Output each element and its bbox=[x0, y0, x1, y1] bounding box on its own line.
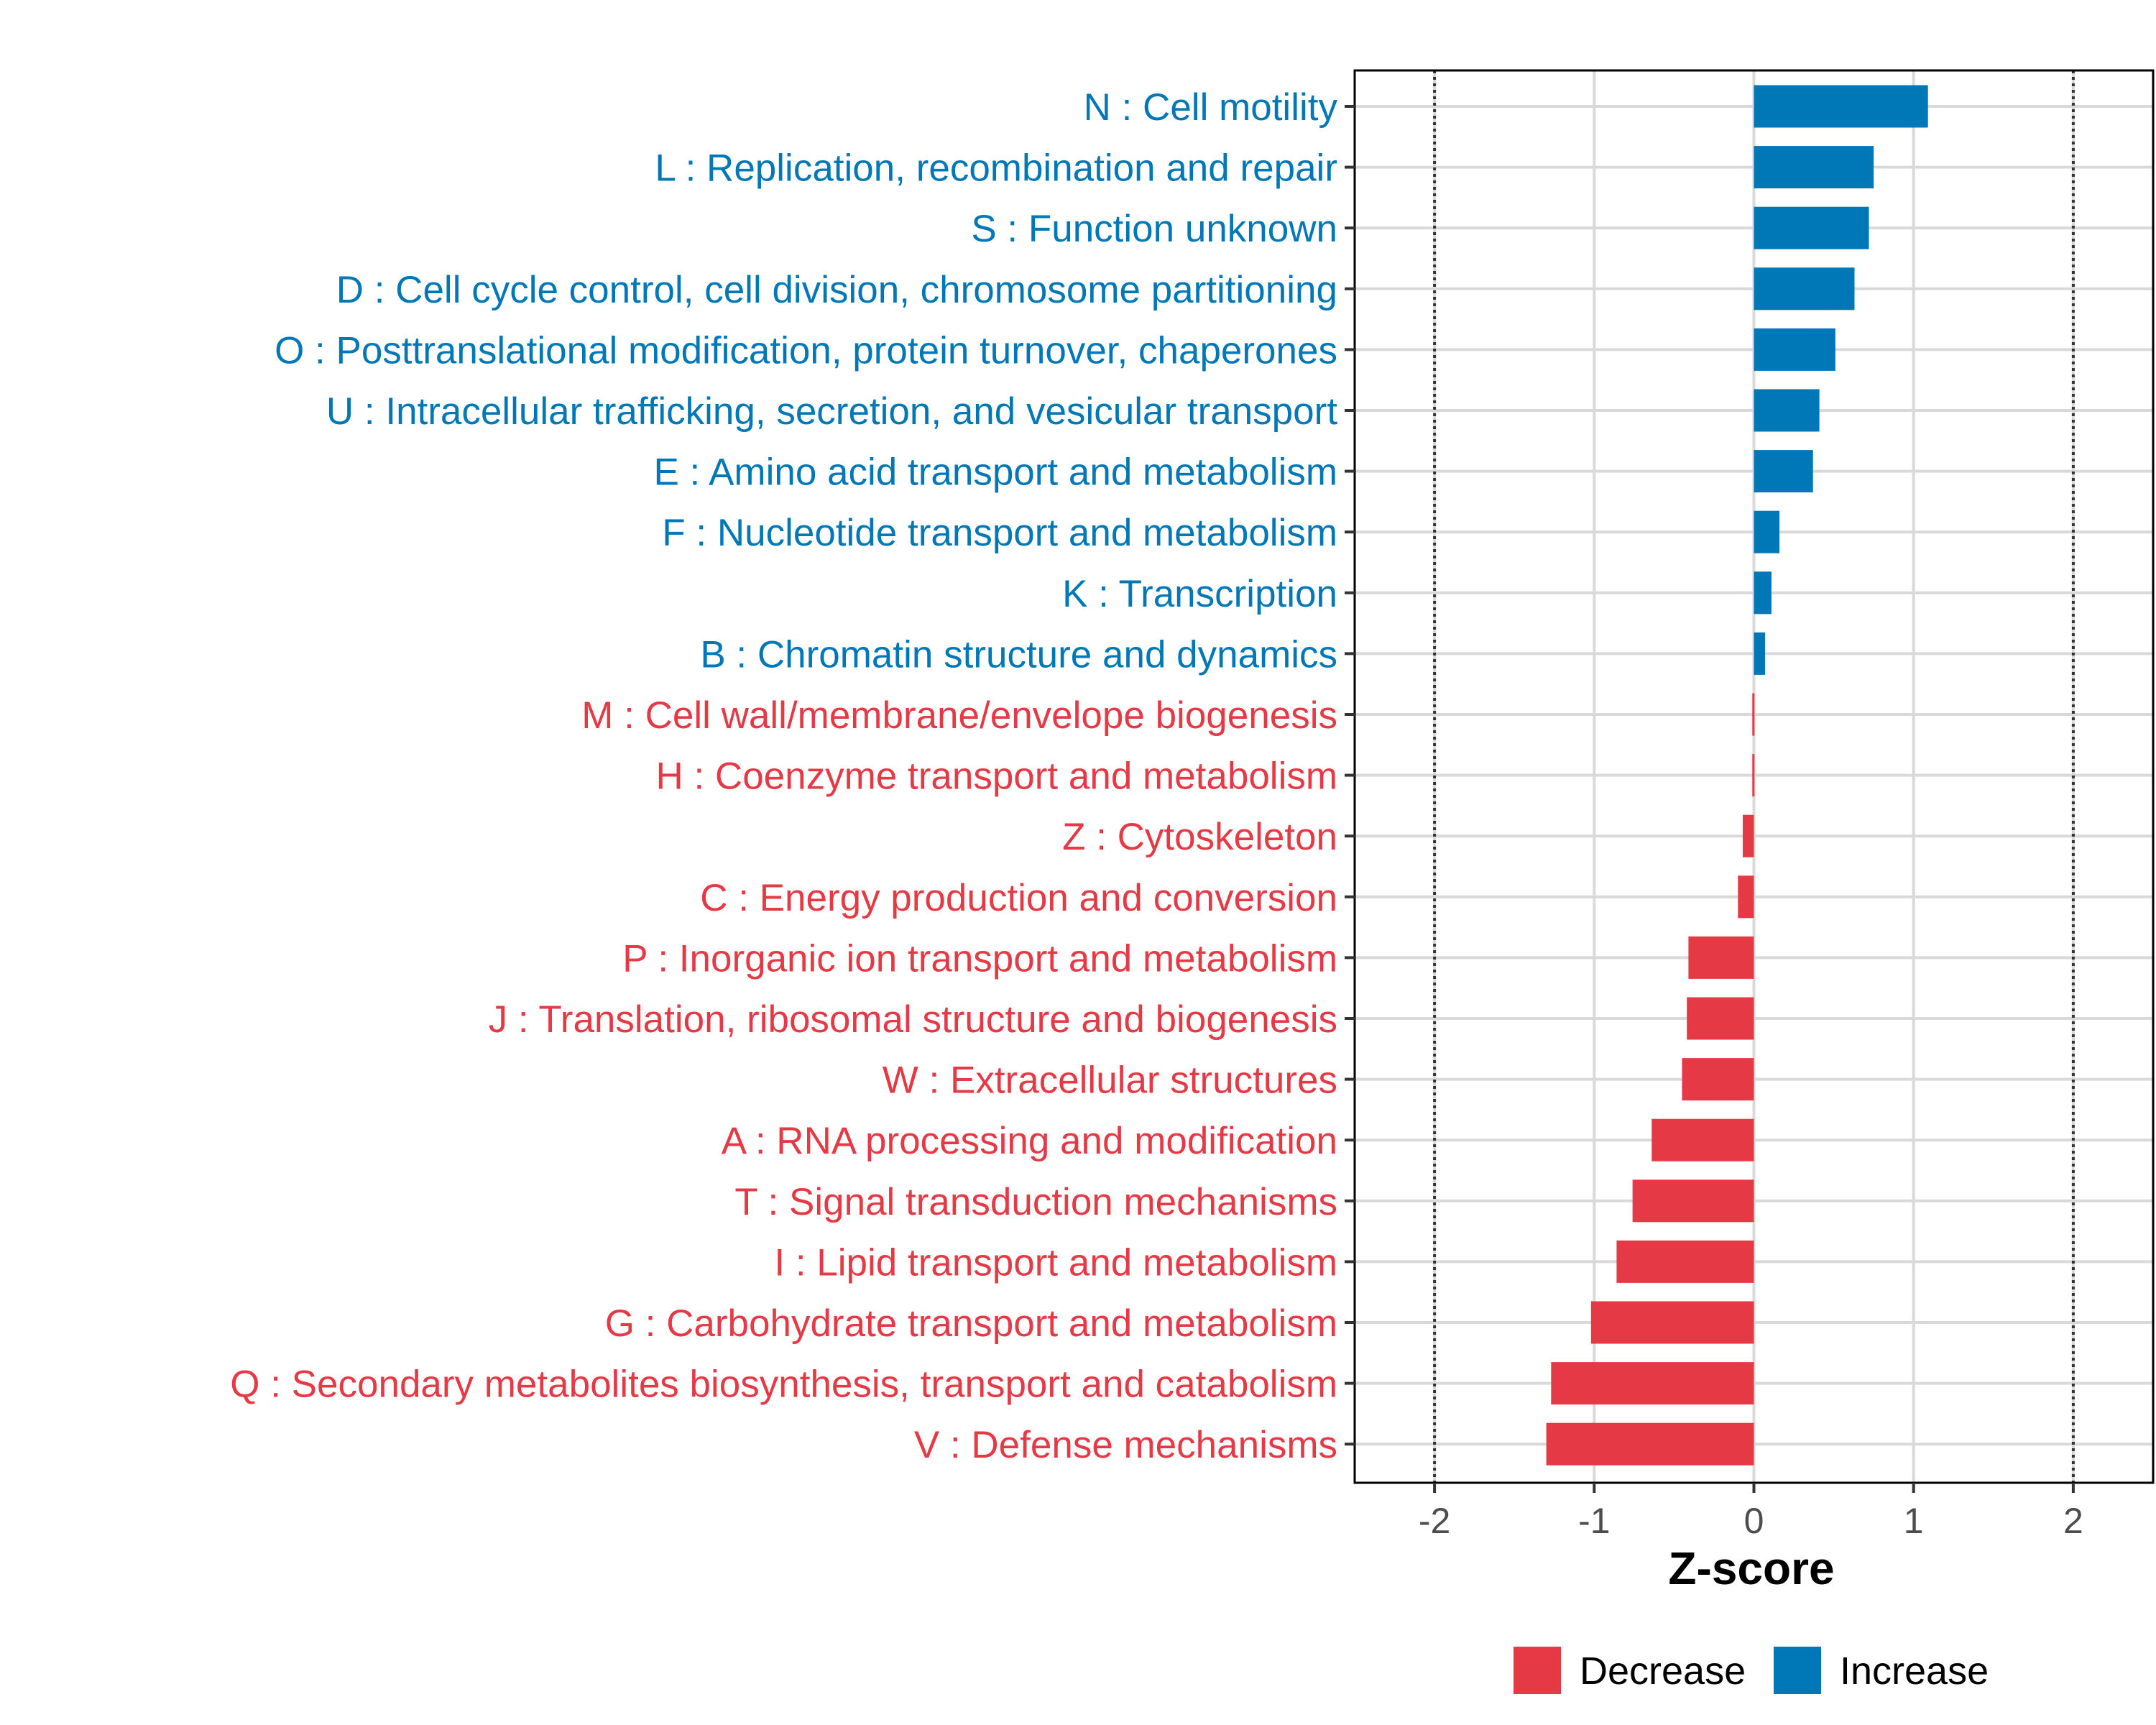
bar bbox=[1754, 632, 1766, 675]
bar bbox=[1752, 693, 1755, 736]
category-label: K : Transcription bbox=[1062, 573, 1337, 615]
category-label: M : Cell wall/membrane/envelope biogenes… bbox=[581, 694, 1337, 737]
category-label: P : Inorganic ion transport and metaboli… bbox=[622, 937, 1337, 980]
x-tick-label: -2 bbox=[1419, 1501, 1450, 1541]
bar bbox=[1754, 267, 1855, 310]
category-labels: N : Cell motility L : Replication, recomb… bbox=[230, 86, 1337, 1466]
bars bbox=[1546, 85, 1928, 1466]
category-label: B : Chromatin structure and dynamics bbox=[700, 633, 1337, 676]
category-label: V : Defense mechanisms bbox=[914, 1424, 1337, 1466]
bar bbox=[1754, 206, 1869, 249]
category-label: U : Intracellular trafficking, secretion… bbox=[326, 390, 1337, 433]
legend-swatch-increase bbox=[1774, 1647, 1821, 1694]
category-label: G : Carbohydrate transport and metabolis… bbox=[605, 1302, 1337, 1345]
legend-swatch-decrease bbox=[1514, 1647, 1561, 1694]
category-label: C : Energy production and conversion bbox=[700, 877, 1337, 919]
bar bbox=[1682, 1058, 1754, 1101]
category-label: Q : Secondary metabolites biosynthesis, … bbox=[230, 1363, 1337, 1406]
category-label: J : Translation, ribosomal structure and… bbox=[489, 998, 1337, 1041]
x-tick-label: 0 bbox=[1744, 1501, 1764, 1541]
bar bbox=[1754, 146, 1874, 189]
x-tick-label: 2 bbox=[2063, 1501, 2083, 1541]
bar bbox=[1688, 936, 1754, 979]
x-tick-label: -1 bbox=[1578, 1501, 1610, 1541]
category-label: D : Cell cycle control, cell division, c… bbox=[336, 269, 1337, 311]
bar bbox=[1546, 1422, 1754, 1466]
legend-label-decrease: Decrease bbox=[1580, 1650, 1746, 1693]
category-label: H : Coenzyme transport and metabolism bbox=[655, 755, 1337, 798]
x-axis-title: Z-score bbox=[1668, 1542, 1834, 1594]
bar bbox=[1752, 754, 1755, 797]
category-label: W : Extracellular structures bbox=[883, 1059, 1337, 1102]
legend-label-increase: Increase bbox=[1840, 1650, 1989, 1693]
category-label: E : Amino acid transport and metabolism bbox=[653, 451, 1337, 494]
bar bbox=[1754, 389, 1820, 432]
bar bbox=[1754, 328, 1835, 371]
category-label: F : Nucleotide transport and metabolism bbox=[662, 512, 1337, 554]
bar bbox=[1738, 875, 1754, 919]
category-label: O : Posttranslational modification, prot… bbox=[275, 329, 1337, 372]
bar bbox=[1590, 1301, 1754, 1344]
bar bbox=[1754, 571, 1772, 615]
bar bbox=[1651, 1118, 1754, 1162]
category-label: I : Lipid transport and metabolism bbox=[774, 1241, 1337, 1284]
category-label: T : Signal transduction mechanisms bbox=[734, 1181, 1337, 1223]
axis-ticks: -2 -1 0 1 2 bbox=[1345, 105, 2083, 1541]
bar bbox=[1742, 814, 1754, 857]
bar bbox=[1551, 1362, 1754, 1405]
category-label: Z : Cytoskeleton bbox=[1062, 816, 1337, 858]
bar bbox=[1754, 85, 1928, 128]
legend: Decrease Increase bbox=[1514, 1647, 1989, 1694]
bar bbox=[1754, 510, 1780, 553]
x-tick-label: 1 bbox=[1904, 1501, 1924, 1541]
category-label: L : Replication, recombination and repai… bbox=[655, 147, 1337, 190]
bar bbox=[1687, 997, 1754, 1040]
bar bbox=[1632, 1179, 1754, 1223]
bar bbox=[1754, 450, 1813, 493]
category-label: S : Function unknown bbox=[971, 208, 1337, 250]
bar bbox=[1616, 1240, 1754, 1283]
category-label: N : Cell motility bbox=[1084, 86, 1338, 129]
category-label: A : RNA processing and modification bbox=[722, 1120, 1337, 1162]
